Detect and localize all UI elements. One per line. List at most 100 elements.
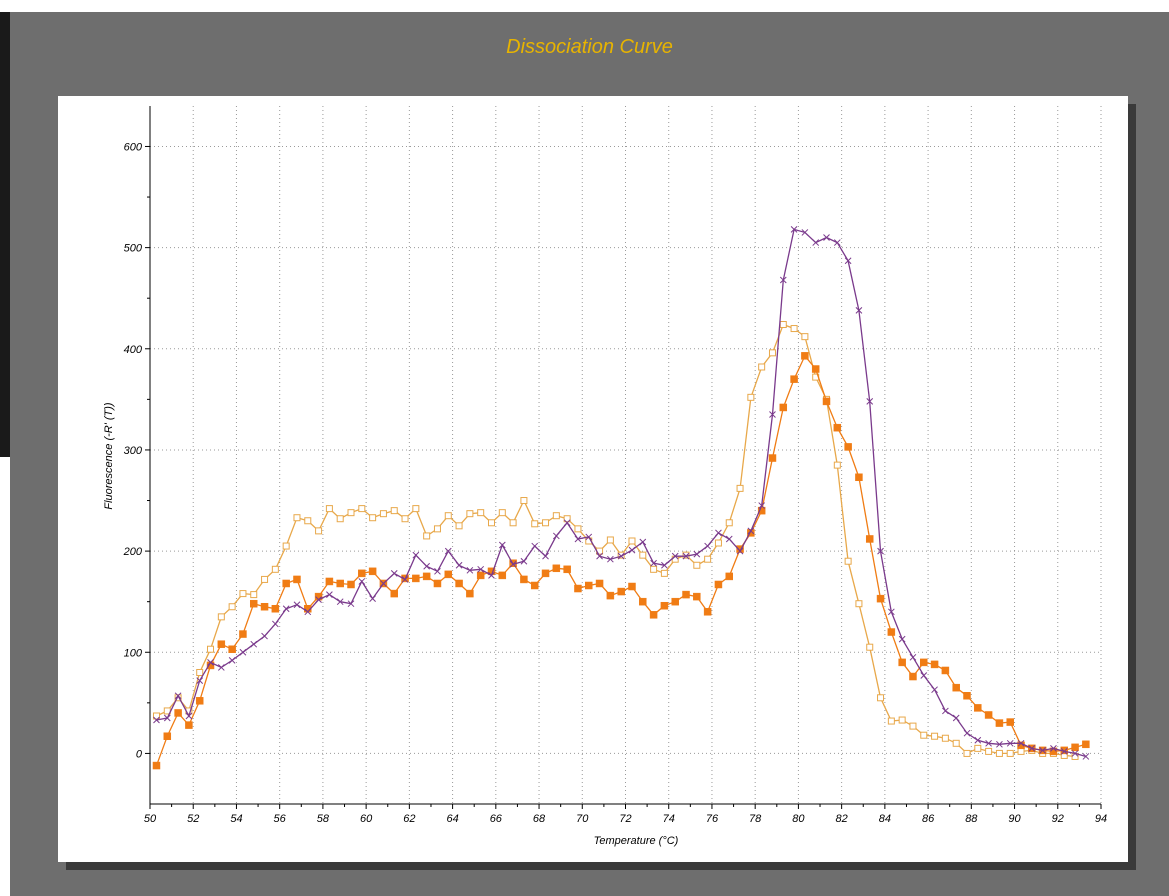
data-point — [282, 579, 290, 588]
data-point — [693, 561, 701, 569]
data-point — [380, 580, 387, 587]
data-point — [455, 522, 463, 530]
data-point — [790, 375, 798, 383]
data-point — [779, 276, 787, 284]
data-point — [1006, 749, 1014, 757]
data-point — [379, 510, 387, 518]
data-point — [736, 484, 744, 492]
data-point — [498, 509, 506, 517]
y-tick-label: 200 — [123, 546, 143, 558]
data-point — [682, 552, 690, 560]
data-point — [920, 672, 928, 679]
data-point — [768, 454, 777, 462]
data-point — [530, 581, 539, 590]
data-point — [369, 514, 377, 522]
data-point — [963, 692, 971, 700]
data-point — [952, 714, 960, 722]
data-point — [779, 403, 788, 412]
data-point — [207, 659, 214, 666]
data-point — [671, 555, 679, 563]
x-tick-label: 60 — [360, 813, 373, 825]
data-point — [282, 542, 290, 550]
x-tick-label: 72 — [619, 813, 631, 825]
data-point — [282, 605, 290, 613]
data-point — [228, 657, 236, 664]
data-point — [152, 761, 161, 770]
data-point — [369, 595, 376, 602]
top-strip — [0, 0, 1169, 12]
data-point — [315, 596, 322, 604]
data-point — [325, 577, 334, 586]
x-tick-label: 62 — [403, 813, 415, 825]
data-point — [725, 535, 733, 543]
data-point — [1006, 739, 1014, 747]
data-point — [974, 744, 982, 752]
data-point — [1082, 753, 1090, 760]
x-axis-title: Temperature (°C) — [594, 835, 679, 847]
data-point — [682, 590, 690, 599]
data-point — [347, 509, 355, 517]
data-point — [390, 570, 398, 577]
data-point — [995, 719, 1004, 727]
data-point — [228, 603, 236, 611]
data-point — [887, 628, 896, 636]
data-point — [239, 630, 247, 638]
data-point — [271, 565, 279, 573]
data-point — [433, 579, 442, 588]
data-point — [444, 570, 453, 579]
x-tick-label: 70 — [576, 813, 589, 825]
data-point — [163, 732, 172, 740]
data-point — [228, 645, 236, 653]
data-point — [801, 229, 809, 236]
data-point — [196, 668, 204, 676]
data-point — [152, 712, 160, 720]
data-point — [887, 717, 895, 725]
data-point — [920, 731, 928, 739]
series-line — [156, 228, 1087, 758]
data-point — [250, 591, 258, 599]
data-point — [444, 547, 452, 555]
data-point — [434, 567, 441, 575]
data-point — [1006, 718, 1014, 726]
data-point — [649, 611, 658, 619]
data-point — [444, 512, 452, 520]
data-point — [661, 561, 668, 569]
data-point — [606, 591, 615, 600]
data-point — [1017, 747, 1025, 755]
data-point — [1082, 740, 1090, 749]
dissociation-chart: 50 52 54 56 58 60 62 64 66 68 70 72 74 76 78 80 82 84 86 88… — [103, 106, 1107, 847]
data-point — [217, 640, 226, 648]
y-axis-title: Fluorescence (-R' (T)) — [103, 402, 115, 510]
data-point — [985, 747, 993, 755]
data-point — [390, 507, 398, 515]
data-point — [963, 749, 971, 757]
x-tick-label: 68 — [533, 813, 546, 825]
data-point — [844, 257, 852, 265]
data-point — [455, 579, 463, 588]
y-tick-label: 300 — [124, 445, 143, 457]
plot-panel: 50 52 54 56 58 60 62 64 66 68 70 72 74 76 78 80 82 84 86 88… — [58, 96, 1128, 862]
data-point — [466, 589, 474, 598]
data-point — [1060, 748, 1068, 755]
data-point — [336, 515, 344, 523]
data-point — [866, 398, 874, 405]
data-point — [736, 547, 744, 555]
data-point — [704, 542, 711, 550]
data-point — [455, 561, 463, 569]
data-point — [477, 565, 485, 573]
data-point — [574, 525, 582, 533]
data-point — [942, 707, 949, 715]
data-point — [185, 721, 193, 729]
data-point — [995, 749, 1003, 757]
data-point — [779, 321, 787, 329]
data-point — [628, 537, 636, 545]
data-point — [304, 608, 312, 616]
x-tick-label: 94 — [1095, 813, 1107, 825]
data-point — [639, 551, 647, 559]
data-point — [585, 533, 593, 541]
data-point — [822, 397, 831, 406]
data-point — [898, 716, 906, 724]
data-point — [628, 582, 636, 591]
data-point — [952, 683, 960, 692]
data-point — [660, 601, 669, 610]
